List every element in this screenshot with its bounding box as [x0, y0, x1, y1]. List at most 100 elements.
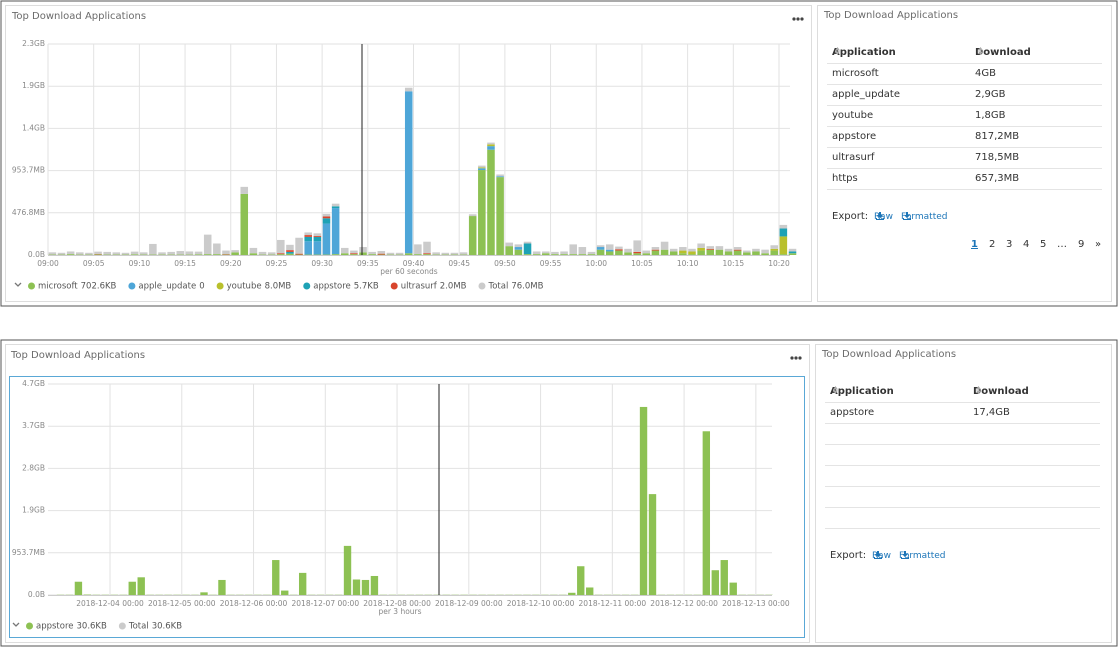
legend-swatch	[303, 282, 311, 290]
legend-value: 5.7KB	[354, 282, 379, 292]
bar-segment	[213, 254, 221, 255]
bar-segment	[615, 250, 623, 255]
export-link[interactable]: Raw	[874, 212, 893, 222]
frame	[0, 0, 1118, 307]
table-cell-text: youtube	[832, 110, 874, 121]
sort-icon	[833, 386, 838, 394]
y-tick-label: 1.9GB	[22, 81, 45, 90]
bar-segment	[615, 246, 623, 250]
column-header[interactable]: Application	[830, 386, 894, 397]
x-tick-label: 10:00	[585, 259, 607, 268]
bar-segment	[286, 250, 294, 252]
page-link[interactable]: »	[1095, 239, 1101, 250]
bar-segment	[304, 241, 312, 255]
bar-segment	[639, 406, 648, 595]
chart-panel	[5, 344, 810, 643]
bar-segment	[203, 254, 212, 255]
bar-segment	[414, 254, 422, 255]
table-cell: youtube	[832, 110, 873, 121]
page-link[interactable]: 9	[1078, 239, 1084, 250]
menu-dot	[794, 356, 798, 360]
bar-segment	[596, 249, 605, 255]
page-link[interactable]: 1	[971, 239, 978, 250]
x-tick-label: 10:05	[631, 259, 653, 268]
page-link-text: …	[1057, 239, 1067, 250]
table-cell: 1,8GB	[975, 110, 1006, 121]
bar-segment	[596, 247, 605, 250]
x-tick-label: 09:40	[403, 259, 425, 268]
bar-segment	[176, 251, 185, 255]
page-link[interactable]: …	[1057, 239, 1067, 250]
bar-segment	[669, 248, 678, 252]
bar-segment	[770, 250, 778, 255]
page-link-text: »	[1095, 239, 1102, 250]
row-separator	[825, 528, 1100, 529]
column-header[interactable]: Download	[975, 47, 1031, 58]
table-cell-text: 1,8GB	[975, 110, 1006, 121]
x-tick-label: 2018-12-08 00:00	[363, 599, 431, 608]
bar-segment	[679, 253, 687, 255]
table-cell: 17,4GB	[973, 407, 1010, 418]
bar-segment	[350, 253, 358, 255]
bar-segment	[788, 253, 797, 255]
row-separator	[827, 147, 1102, 148]
legend-toggle[interactable]	[14, 282, 22, 287]
legend-toggle[interactable]	[12, 622, 20, 627]
page-link[interactable]: 2	[989, 239, 995, 250]
bar-segment	[706, 249, 715, 255]
x-tick-label: 10:15	[723, 259, 745, 268]
row-separator	[827, 168, 1102, 169]
x-tick-label: 09:50	[494, 259, 516, 268]
bar-segment	[267, 252, 276, 255]
table-cell-text: 2,9GB	[975, 89, 1006, 100]
bar-segment	[569, 254, 577, 255]
bar-segment	[158, 252, 166, 255]
bar-segment	[286, 253, 294, 255]
legend-value: 30.6KB	[152, 622, 182, 632]
bar-segment	[200, 592, 208, 595]
legend-label: ultrasurf	[401, 282, 438, 292]
bar-segment	[240, 193, 249, 255]
bar-segment	[377, 253, 386, 255]
column-header[interactable]: Download	[973, 386, 1029, 397]
export-link-text: Formatted	[899, 551, 946, 561]
page-link-text: 9	[1078, 239, 1085, 250]
bar-segment	[660, 249, 669, 255]
page-link-text: 4	[1023, 239, 1030, 250]
legend-value: 0	[199, 282, 204, 292]
bar-segment	[74, 581, 83, 595]
download-icon	[903, 212, 911, 220]
row-separator	[827, 126, 1102, 127]
bar-segment	[423, 241, 431, 254]
export-link-text: Raw	[874, 212, 893, 222]
bar-segment	[642, 250, 651, 254]
bar-segment	[468, 214, 477, 217]
export-link[interactable]: Raw	[872, 551, 891, 561]
x-tick-label: 09:35	[357, 259, 379, 268]
bar-segment	[706, 248, 715, 250]
bar-segment	[697, 250, 705, 255]
panel-menu[interactable]	[792, 17, 804, 21]
column-header[interactable]: Application	[832, 47, 896, 58]
x-tick-label: 09:55	[540, 259, 562, 268]
bar-segment	[94, 254, 102, 255]
panel-menu[interactable]	[790, 356, 802, 360]
x-tick-label: 10:20	[768, 259, 790, 268]
bar-segment	[633, 251, 641, 254]
bar-segment	[478, 165, 486, 168]
bar-segment	[359, 247, 367, 253]
x-tick-label: 2018-12-13 00:00	[722, 599, 790, 608]
export-link[interactable]: Formatted	[901, 212, 948, 222]
table-cell: 718,5MB	[975, 152, 1019, 163]
table-cell-text: 718,5MB	[975, 152, 1020, 163]
bar-segment	[724, 251, 733, 255]
page-link[interactable]: 5	[1040, 239, 1046, 250]
page-link[interactable]: 4	[1023, 239, 1029, 250]
row-separator	[825, 465, 1100, 466]
bar-segment	[450, 252, 459, 255]
table-cell: microsoft	[832, 68, 879, 79]
chart-title: Top Download Applications	[11, 11, 146, 22]
page-link[interactable]: 3	[1006, 239, 1012, 250]
bar-segment	[788, 251, 797, 254]
export-link[interactable]: Formatted	[899, 551, 946, 561]
